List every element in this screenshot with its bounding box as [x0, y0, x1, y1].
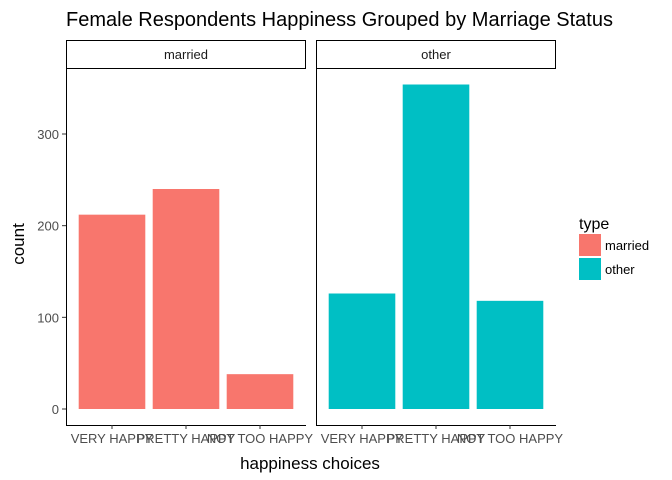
facet-strip-label: other — [421, 47, 451, 62]
y-tick-label: 200 — [37, 219, 59, 234]
legend-key-other — [579, 258, 601, 280]
bar-married-1 — [152, 189, 220, 409]
chart-title: Female Respondents Happiness Grouped by … — [66, 9, 613, 31]
y-tick-label: 0 — [52, 402, 59, 417]
bar-other-1 — [402, 84, 470, 409]
y-axis-title: count — [9, 223, 28, 265]
bar-other-0 — [328, 293, 396, 409]
x-tick-label: VERY HAPPY — [71, 431, 154, 446]
y-tick-label: 100 — [37, 310, 59, 325]
y-axis: 0 100 200 300 — [37, 127, 66, 417]
bar-other-2 — [476, 300, 544, 409]
x-axis-title: happiness choices — [240, 454, 380, 473]
y-tick-label: 300 — [37, 127, 59, 142]
x-tick-label: PRETTY HAPPY — [137, 431, 236, 446]
legend-key-married — [579, 234, 601, 256]
x-tick-label: VERY HAPPY — [321, 431, 404, 446]
legend: type married other — [579, 216, 649, 280]
legend-label-other: other — [605, 262, 635, 277]
bar-married-0 — [78, 214, 146, 409]
x-tick-label: NOT TOO HAPPY — [207, 431, 314, 446]
legend-label-married: married — [605, 238, 649, 253]
x-tick-label: PRETTY HAPPY — [387, 431, 486, 446]
facet-strip — [66, 40, 306, 69]
x-tick-label: NOT TOO HAPPY — [457, 431, 564, 446]
facet-strip — [316, 40, 556, 69]
bar-married-2 — [226, 374, 294, 409]
legend-title: type — [579, 216, 609, 233]
facet-strip-label: married — [164, 47, 208, 62]
